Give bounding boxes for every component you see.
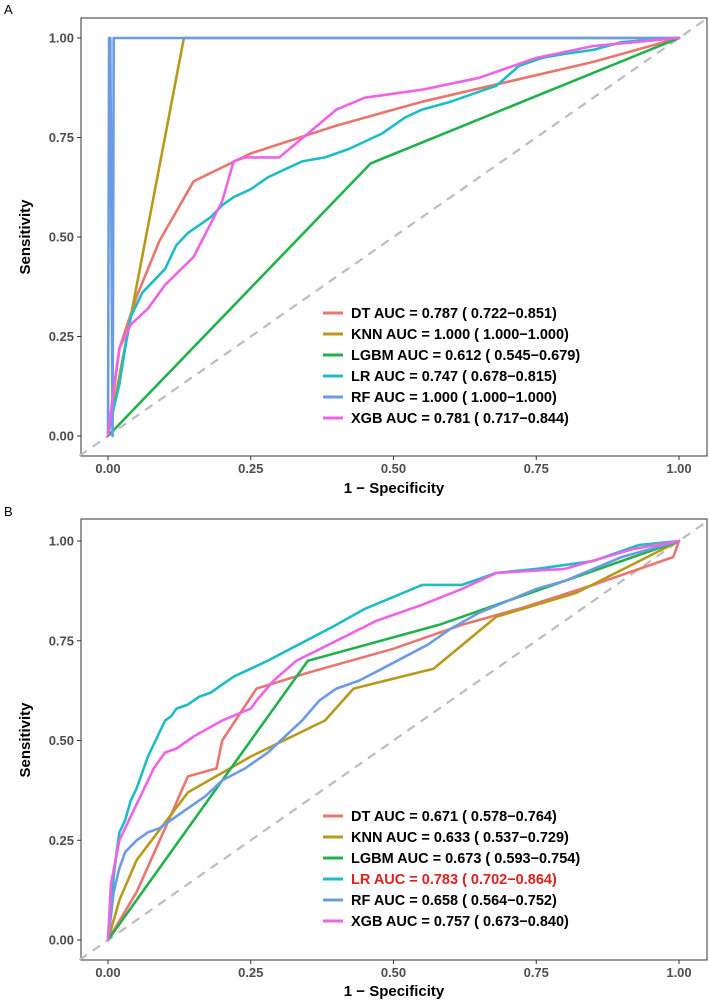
x-tick-label: 0.00	[95, 461, 120, 476]
y-tick-label: 0.25	[49, 833, 74, 848]
legend-label-lgbm: LGBM AUC = 0.612 ( 0.545−0.679)	[351, 348, 580, 364]
y-tick-label: 0.75	[49, 633, 74, 648]
y-axis-title: Sensitivity	[17, 199, 34, 275]
roc-curve-rf	[106, 539, 681, 942]
x-tick-label: 0.00	[95, 965, 120, 980]
x-tick-label: 0.50	[381, 461, 406, 476]
y-tick-label: 0.50	[49, 230, 74, 245]
legend-label-dt: DT AUC = 0.787 ( 0.722−0.851)	[351, 306, 557, 322]
roc-curve-knn	[106, 539, 681, 942]
roc-curve-xgb	[106, 539, 681, 942]
roc-curve-lgbm	[106, 36, 681, 438]
y-tick-label: 1.00	[49, 534, 74, 549]
legend-label-knn: KNN AUC = 0.633 ( 0.537−0.729)	[351, 830, 569, 846]
x-axis-title: 1 − Specificity	[344, 983, 445, 1000]
panel-b: B 0.00 0.25 0.50 0.75 1.00 0.00 0.25 0.50 0.75 1.0…	[4, 504, 709, 1000]
legend-label-rf: RF AUC = 0.658 ( 0.564−0.752)	[351, 893, 557, 909]
roc-curve-lr	[106, 36, 681, 438]
legend-label-dt: DT AUC = 0.671 ( 0.578−0.764)	[351, 809, 557, 825]
y-tick-label: 0.50	[49, 733, 74, 748]
x-tick-label: 0.25	[238, 461, 263, 476]
panel-label: A	[4, 2, 13, 17]
panel-a: A 0.00 0.25 0.50 0.75 1.00 0.00 0.25 0.50 0.75 1.0…	[4, 2, 709, 497]
x-tick-label: 0.50	[381, 965, 406, 980]
roc-curve-rf	[106, 36, 681, 438]
legend-label-rf: RF AUC = 1.000 ( 1.000−1.000)	[351, 390, 557, 406]
legend-label-lgbm: LGBM AUC = 0.673 ( 0.593−0.754)	[351, 851, 580, 867]
roc-curve-lr	[106, 539, 681, 942]
legend-label-xgb: XGB AUC = 0.781 ( 0.717−0.844)	[351, 411, 569, 427]
legend-label-lr: LR AUC = 0.783 ( 0.702−0.864)	[351, 872, 557, 888]
x-tick-label: 1.00	[666, 965, 691, 980]
x-tick-label: 0.75	[524, 965, 549, 980]
legend-label-xgb: XGB AUC = 0.757 ( 0.673−0.840)	[351, 914, 569, 930]
y-tick-label: 0.25	[49, 329, 74, 344]
x-axis-title: 1 − Specificity	[344, 480, 445, 497]
y-tick-label: 0.00	[49, 933, 74, 948]
legend-label-lr: LR AUC = 0.747 ( 0.678−0.815)	[351, 369, 557, 385]
x-tick-label: 1.00	[666, 461, 691, 476]
y-axis-title: Sensitivity	[17, 702, 34, 778]
y-tick-label: 0.00	[49, 429, 74, 444]
y-tick-label: 0.75	[49, 130, 74, 145]
legend-label-knn: KNN AUC = 1.000 ( 1.000−1.000)	[351, 327, 569, 343]
x-tick-label: 0.25	[238, 965, 263, 980]
panel-label: B	[4, 504, 13, 519]
roc-curve-xgb	[106, 36, 681, 438]
y-tick-label: 1.00	[49, 31, 74, 46]
x-tick-label: 0.75	[524, 461, 549, 476]
